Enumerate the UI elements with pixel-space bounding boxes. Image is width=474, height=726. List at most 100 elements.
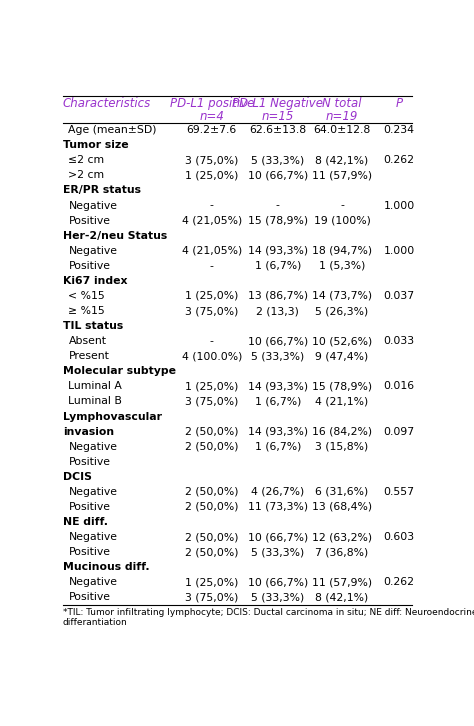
Text: 3 (75,0%): 3 (75,0%) [185,306,238,316]
Text: 19 (100%): 19 (100%) [314,216,371,226]
Text: 5 (33,3%): 5 (33,3%) [251,155,304,166]
Text: 0.262: 0.262 [383,155,415,166]
Text: 15 (78,9%): 15 (78,9%) [312,381,372,391]
Text: 10 (66,7%): 10 (66,7%) [248,532,308,542]
Text: 1 (6,7%): 1 (6,7%) [255,441,301,452]
Text: -: - [210,261,214,271]
Text: Negative: Negative [68,487,118,497]
Text: 64.0±12.8: 64.0±12.8 [313,125,371,135]
Text: 2 (50,0%): 2 (50,0%) [185,532,238,542]
Text: 3 (75,0%): 3 (75,0%) [185,155,238,166]
Text: 1 (25,0%): 1 (25,0%) [185,381,238,391]
Text: Negative: Negative [68,441,118,452]
Text: 18 (94,7%): 18 (94,7%) [312,245,372,256]
Text: *TIL: Tumor infiltrating lymphocyte; DCIS: Ductal carcinoma in situ; NE diff: Ne: *TIL: Tumor infiltrating lymphocyte; DCI… [63,608,474,627]
Text: n=19: n=19 [326,110,358,123]
Text: 5 (33,3%): 5 (33,3%) [251,592,304,603]
Text: 14 (93,3%): 14 (93,3%) [248,427,308,436]
Text: 3 (75,0%): 3 (75,0%) [185,592,238,603]
Text: n=15: n=15 [262,110,294,123]
Text: n=4: n=4 [199,110,224,123]
Text: 1.000: 1.000 [383,245,415,256]
Text: Her-2/neu Status: Her-2/neu Status [63,231,167,241]
Text: 15 (78,9%): 15 (78,9%) [248,216,308,226]
Text: PD-L1 positive: PD-L1 positive [170,97,254,110]
Text: 10 (66,7%): 10 (66,7%) [248,577,308,587]
Text: 2 (50,0%): 2 (50,0%) [185,427,238,436]
Text: ≥ %15: ≥ %15 [68,306,105,316]
Text: 5 (26,3%): 5 (26,3%) [316,306,369,316]
Text: 3 (15,8%): 3 (15,8%) [316,441,369,452]
Text: 11 (57,9%): 11 (57,9%) [312,577,372,587]
Text: 4 (21,05%): 4 (21,05%) [182,216,242,226]
Text: 1 (6,7%): 1 (6,7%) [255,396,301,407]
Text: 1 (5,3%): 1 (5,3%) [319,261,365,271]
Text: Negative: Negative [68,577,118,587]
Text: -: - [276,200,280,211]
Text: -: - [340,200,344,211]
Text: 1 (25,0%): 1 (25,0%) [185,171,238,180]
Text: 8 (42,1%): 8 (42,1%) [316,155,369,166]
Text: -: - [210,336,214,346]
Text: 2 (50,0%): 2 (50,0%) [185,487,238,497]
Text: 0.262: 0.262 [383,577,415,587]
Text: 16 (84,2%): 16 (84,2%) [312,427,372,436]
Text: 1 (6,7%): 1 (6,7%) [255,261,301,271]
Text: Absent: Absent [68,336,107,346]
Text: 13 (68,4%): 13 (68,4%) [312,502,372,512]
Text: 10 (66,7%): 10 (66,7%) [248,171,308,180]
Text: Negative: Negative [68,200,118,211]
Text: 6 (31,6%): 6 (31,6%) [316,487,369,497]
Text: 0.097: 0.097 [383,427,415,436]
Text: Negative: Negative [68,245,118,256]
Text: 4 (21,05%): 4 (21,05%) [182,245,242,256]
Text: 5 (33,3%): 5 (33,3%) [251,547,304,557]
Text: Mucinous diff.: Mucinous diff. [63,562,150,572]
Text: invasion: invasion [63,427,114,436]
Text: 4 (21,1%): 4 (21,1%) [316,396,369,407]
Text: 14 (93,3%): 14 (93,3%) [248,245,308,256]
Text: 9 (47,4%): 9 (47,4%) [316,351,369,362]
Text: 12 (63,2%): 12 (63,2%) [312,532,372,542]
Text: 11 (73,3%): 11 (73,3%) [248,502,308,512]
Text: P: P [395,97,402,110]
Text: 11 (57,9%): 11 (57,9%) [312,171,372,180]
Text: Molecular subtype: Molecular subtype [63,367,176,376]
Text: >2 cm: >2 cm [68,171,105,180]
Text: Positive: Positive [68,592,110,603]
Text: Positive: Positive [68,216,110,226]
Text: Lymphovascular: Lymphovascular [63,412,162,422]
Text: -: - [210,200,214,211]
Text: Tumor size: Tumor size [63,140,128,150]
Text: < %15: < %15 [68,291,105,301]
Text: Characteristics: Characteristics [63,97,151,110]
Text: 0.016: 0.016 [383,381,415,391]
Text: Age (mean±SD): Age (mean±SD) [68,125,157,135]
Text: 2 (50,0%): 2 (50,0%) [185,441,238,452]
Text: 10 (52,6%): 10 (52,6%) [312,336,372,346]
Text: Positive: Positive [68,502,110,512]
Text: 2 (50,0%): 2 (50,0%) [185,547,238,557]
Text: 4 (100.0%): 4 (100.0%) [182,351,242,362]
Text: 0.603: 0.603 [383,532,415,542]
Text: 4 (26,7%): 4 (26,7%) [251,487,304,497]
Text: 0.234: 0.234 [383,125,415,135]
Text: Negative: Negative [68,532,118,542]
Text: 13 (86,7%): 13 (86,7%) [248,291,308,301]
Text: 3 (75,0%): 3 (75,0%) [185,396,238,407]
Text: 7 (36,8%): 7 (36,8%) [316,547,369,557]
Text: Present: Present [68,351,109,362]
Text: Positive: Positive [68,547,110,557]
Text: 0.037: 0.037 [383,291,415,301]
Text: 10 (66,7%): 10 (66,7%) [248,336,308,346]
Text: 14 (73,7%): 14 (73,7%) [312,291,372,301]
Text: ER/PR status: ER/PR status [63,185,141,195]
Text: 5 (33,3%): 5 (33,3%) [251,351,304,362]
Text: Positive: Positive [68,457,110,467]
Text: 62.6±13.8: 62.6±13.8 [249,125,306,135]
Text: 2 (13,3): 2 (13,3) [256,306,299,316]
Text: N total: N total [322,97,362,110]
Text: 0.033: 0.033 [383,336,415,346]
Text: NE diff.: NE diff. [63,517,108,527]
Text: 1 (25,0%): 1 (25,0%) [185,577,238,587]
